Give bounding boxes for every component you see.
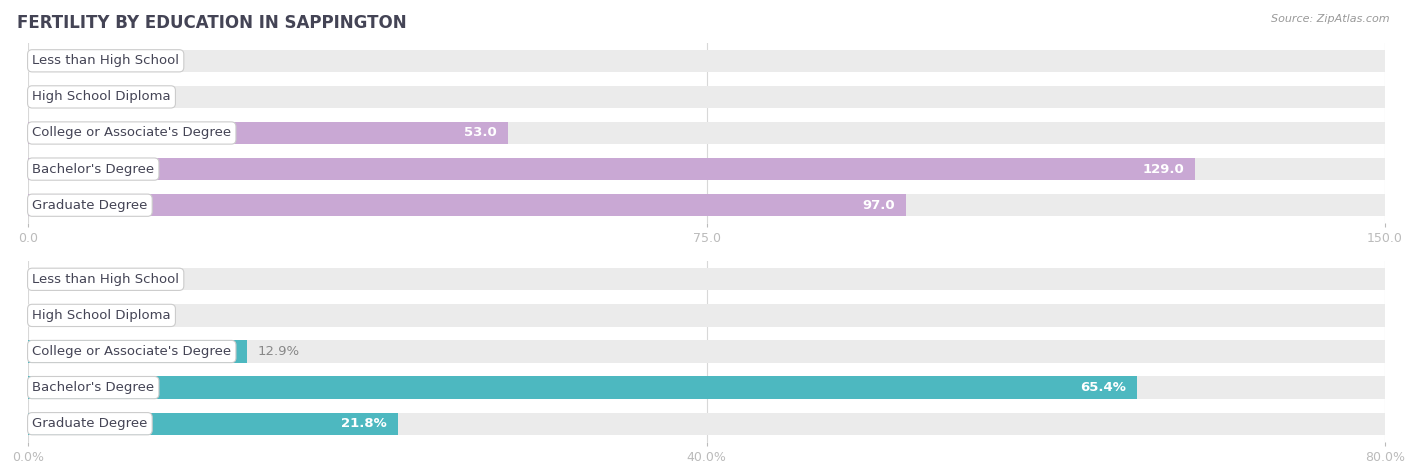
Text: Graduate Degree: Graduate Degree [32, 417, 148, 430]
Text: 12.9%: 12.9% [257, 345, 299, 358]
Bar [28, 122, 508, 144]
Text: High School Diploma: High School Diploma [32, 309, 170, 322]
Text: Less than High School: Less than High School [32, 273, 179, 286]
Bar [28, 268, 1385, 291]
Bar [28, 194, 1385, 217]
Text: 53.0: 53.0 [464, 126, 496, 140]
Bar [28, 304, 1385, 327]
Bar [28, 194, 905, 217]
Text: High School Diploma: High School Diploma [32, 90, 170, 104]
Text: College or Associate's Degree: College or Associate's Degree [32, 126, 232, 140]
Text: 0.0%: 0.0% [39, 273, 73, 286]
Bar [28, 376, 1137, 399]
Text: 0.0: 0.0 [39, 54, 60, 67]
Bar [28, 340, 247, 363]
Text: Bachelor's Degree: Bachelor's Degree [32, 381, 155, 394]
Text: 65.4%: 65.4% [1081, 381, 1126, 394]
Bar [28, 340, 1385, 363]
Text: Source: ZipAtlas.com: Source: ZipAtlas.com [1271, 14, 1389, 24]
Text: Less than High School: Less than High School [32, 54, 179, 67]
Bar [28, 158, 1385, 180]
Bar [28, 158, 1195, 180]
Bar [28, 49, 1385, 72]
Text: 97.0: 97.0 [862, 199, 894, 212]
Text: 0.0%: 0.0% [39, 309, 73, 322]
Text: 129.0: 129.0 [1142, 162, 1184, 176]
Bar [28, 412, 1385, 435]
Text: FERTILITY BY EDUCATION IN SAPPINGTON: FERTILITY BY EDUCATION IN SAPPINGTON [17, 14, 406, 32]
Text: 0.0: 0.0 [39, 90, 60, 104]
Text: Bachelor's Degree: Bachelor's Degree [32, 162, 155, 176]
Text: College or Associate's Degree: College or Associate's Degree [32, 345, 232, 358]
Text: 21.8%: 21.8% [342, 417, 387, 430]
Bar [28, 376, 1385, 399]
Bar [28, 412, 398, 435]
Bar [28, 122, 1385, 144]
Text: Graduate Degree: Graduate Degree [32, 199, 148, 212]
Bar [28, 86, 1385, 108]
